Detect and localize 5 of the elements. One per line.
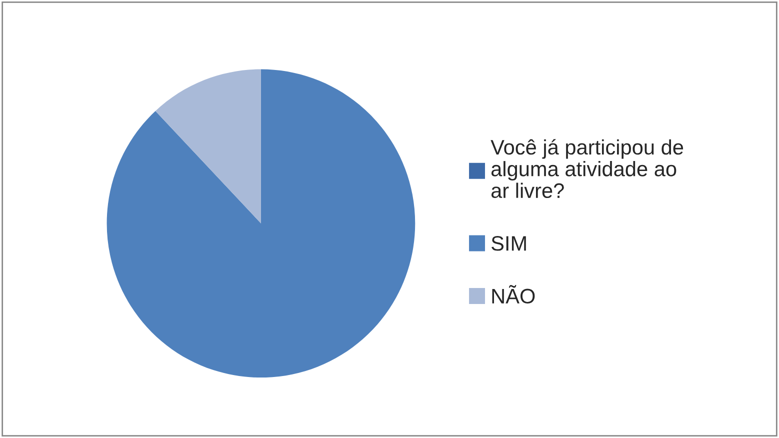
legend-label: SIM: [492, 236, 526, 251]
legend-label: Você já participou de alguma atividade ao ar livre?: [490, 139, 684, 198]
legend-label: NÃO: [492, 285, 535, 304]
pie-slice: [106, 69, 416, 378]
pie-slice: [155, 69, 261, 224]
